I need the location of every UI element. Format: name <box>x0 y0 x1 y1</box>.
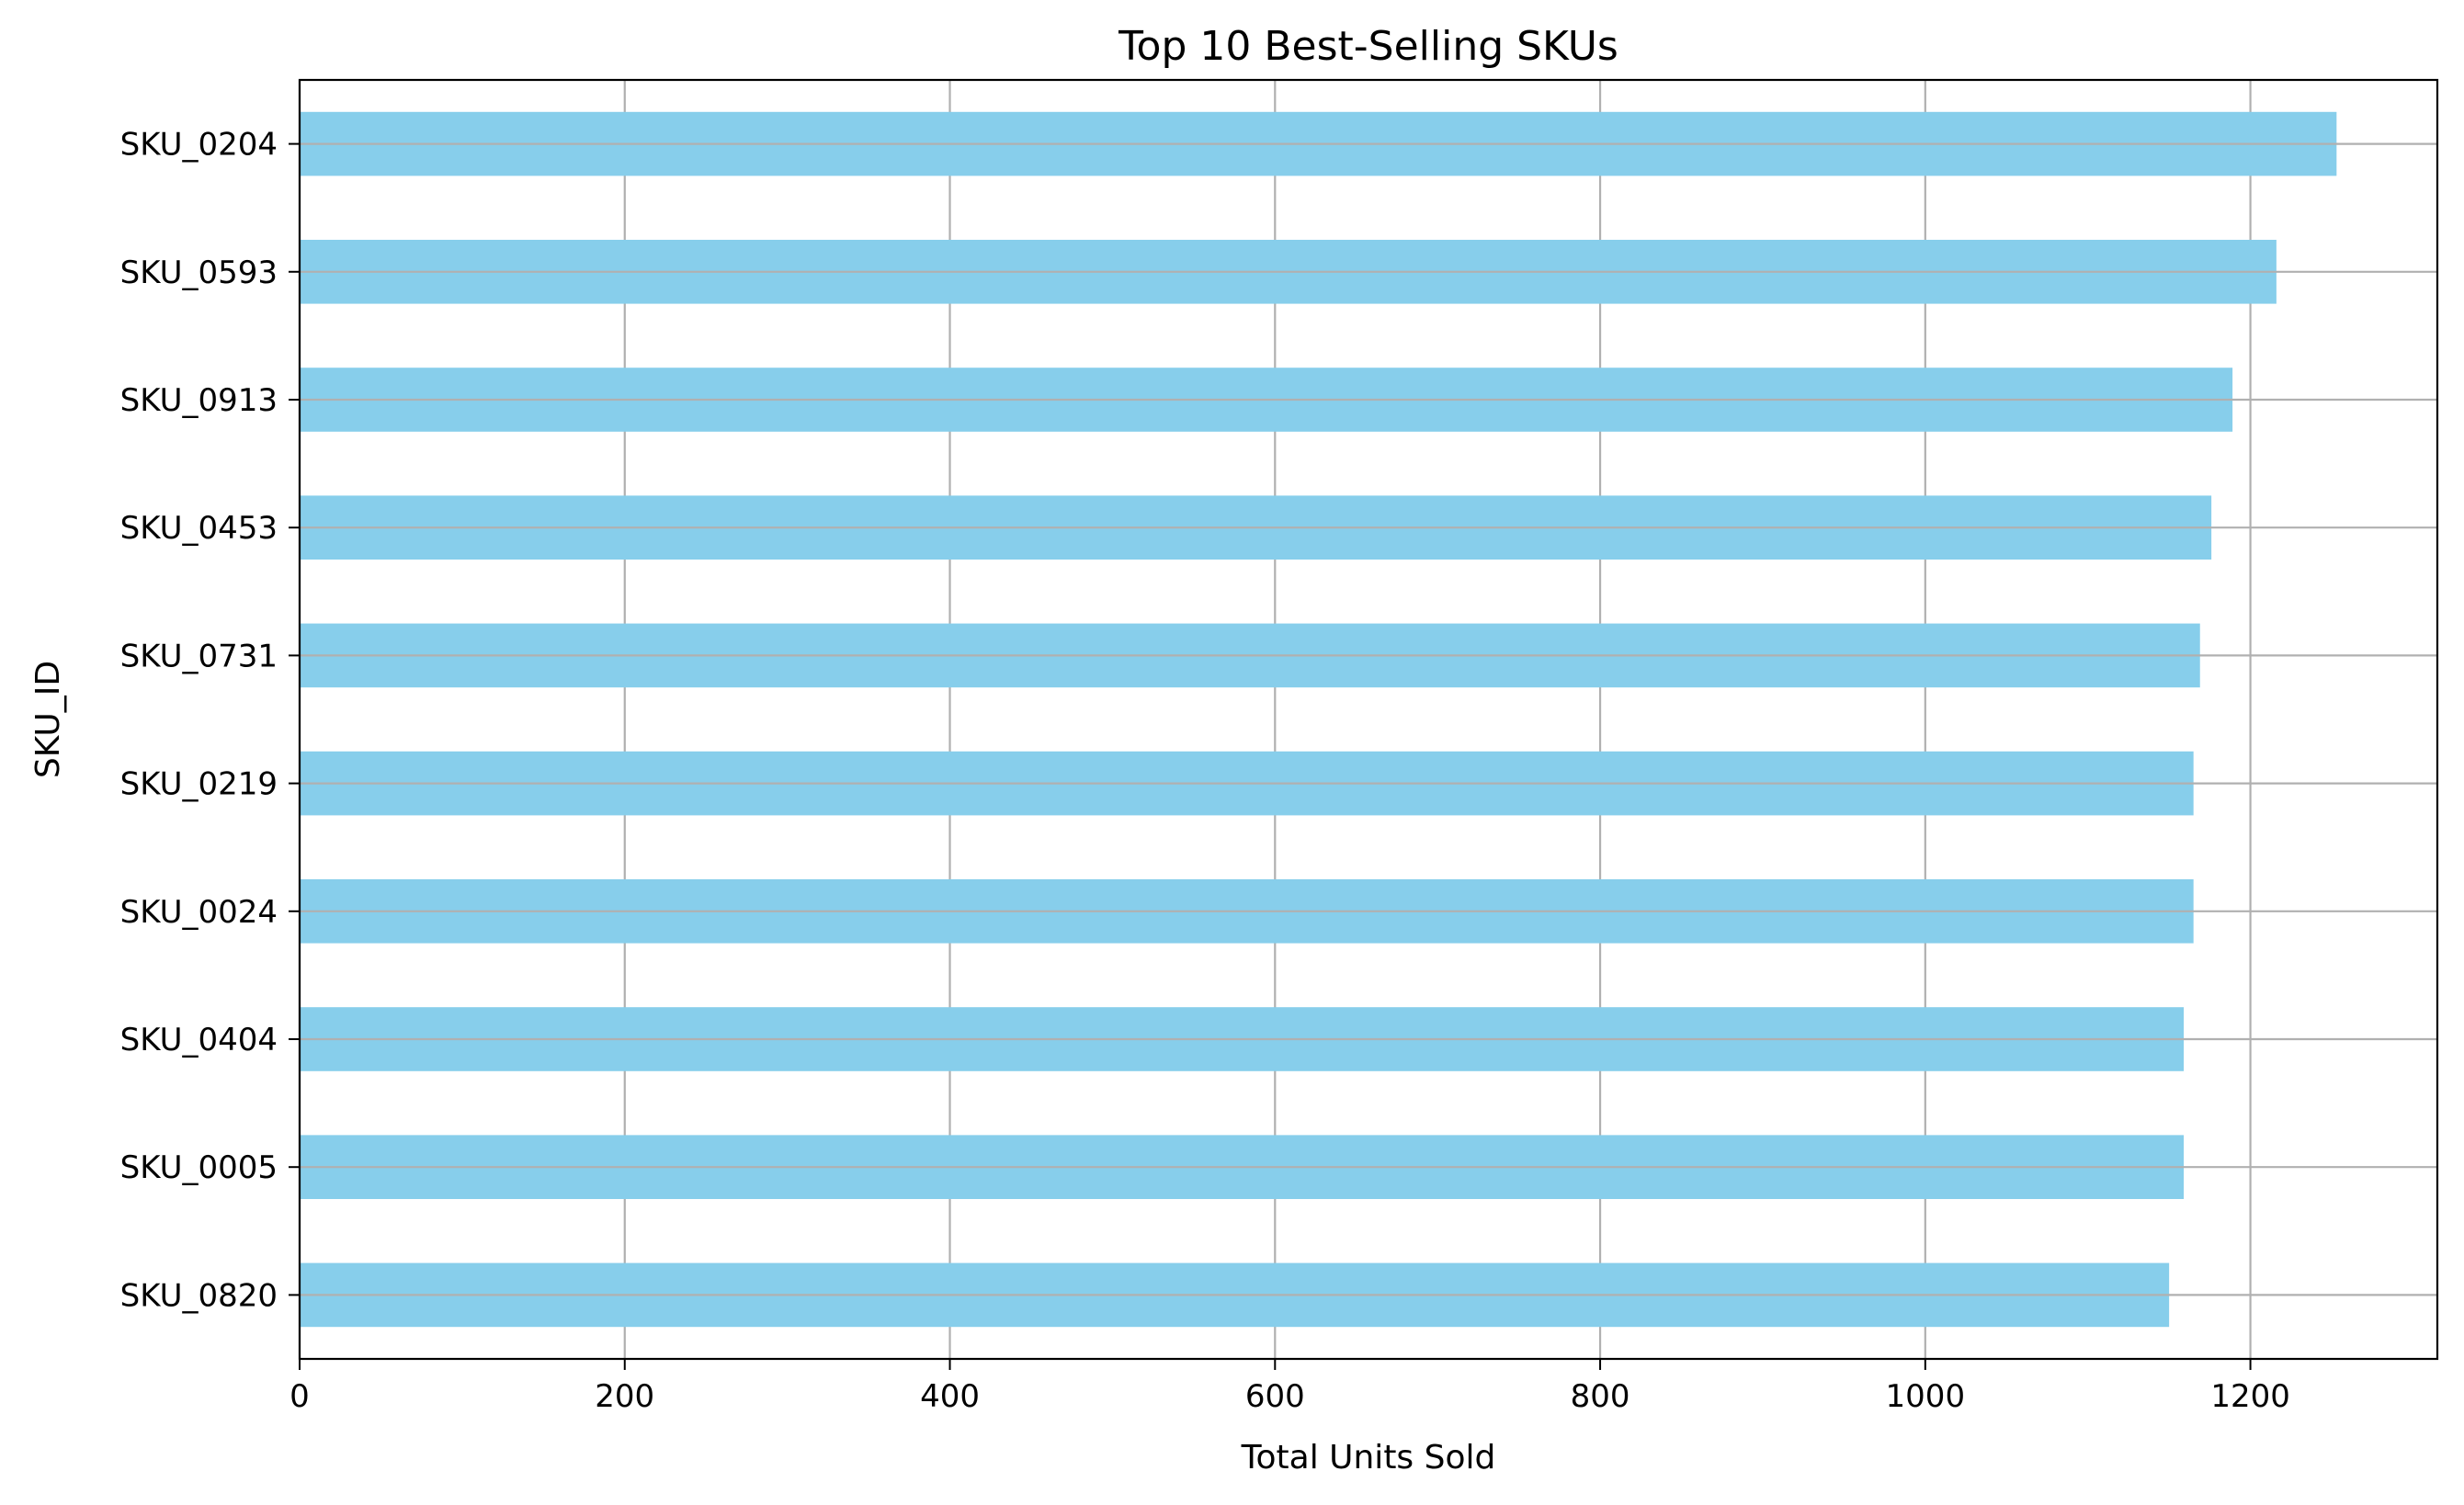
horizontal-grid-layer <box>300 142 2437 1296</box>
y-tick-label: SKU_0204 <box>120 127 278 164</box>
y-tick-label: SKU_0005 <box>120 1149 278 1186</box>
y-tick-label: SKU_0024 <box>120 894 278 931</box>
x-ticks-layer: 0 200 400 600 800 1000 1200 <box>290 1359 2290 1415</box>
y-tick-label: SKU_0731 <box>120 638 278 674</box>
x-tick-label: 1200 <box>2210 1378 2290 1415</box>
bars-layer <box>300 111 2337 1328</box>
x-tick-label: 1000 <box>1886 1378 1966 1415</box>
y-tick-label: SKU_0913 <box>120 382 278 419</box>
y-ticks-layer: SKU_0204 SKU_0593 SKU_0913 SKU_0453 SKU_0731… <box>120 127 300 1314</box>
y-tick-label: SKU_0593 <box>120 255 278 291</box>
x-tick-label: 200 <box>595 1378 654 1415</box>
y-tick-label: SKU_0404 <box>120 1022 278 1058</box>
y-axis-label: SKU_ID <box>29 661 67 778</box>
x-tick-label: 400 <box>920 1378 980 1415</box>
x-axis-label: Total Units Sold <box>1241 1439 1496 1477</box>
x-tick-label: 600 <box>1245 1378 1305 1415</box>
y-tick-label: SKU_0219 <box>120 766 278 803</box>
x-tick-label: 800 <box>1571 1378 1630 1415</box>
y-tick-label: SKU_0820 <box>120 1277 278 1314</box>
x-tick-label: 0 <box>290 1378 310 1415</box>
plot-frame <box>298 78 2439 1361</box>
chart-title: Top 10 Best-Selling SKUs <box>1118 23 1618 70</box>
y-tick-label: SKU_0453 <box>120 510 278 547</box>
